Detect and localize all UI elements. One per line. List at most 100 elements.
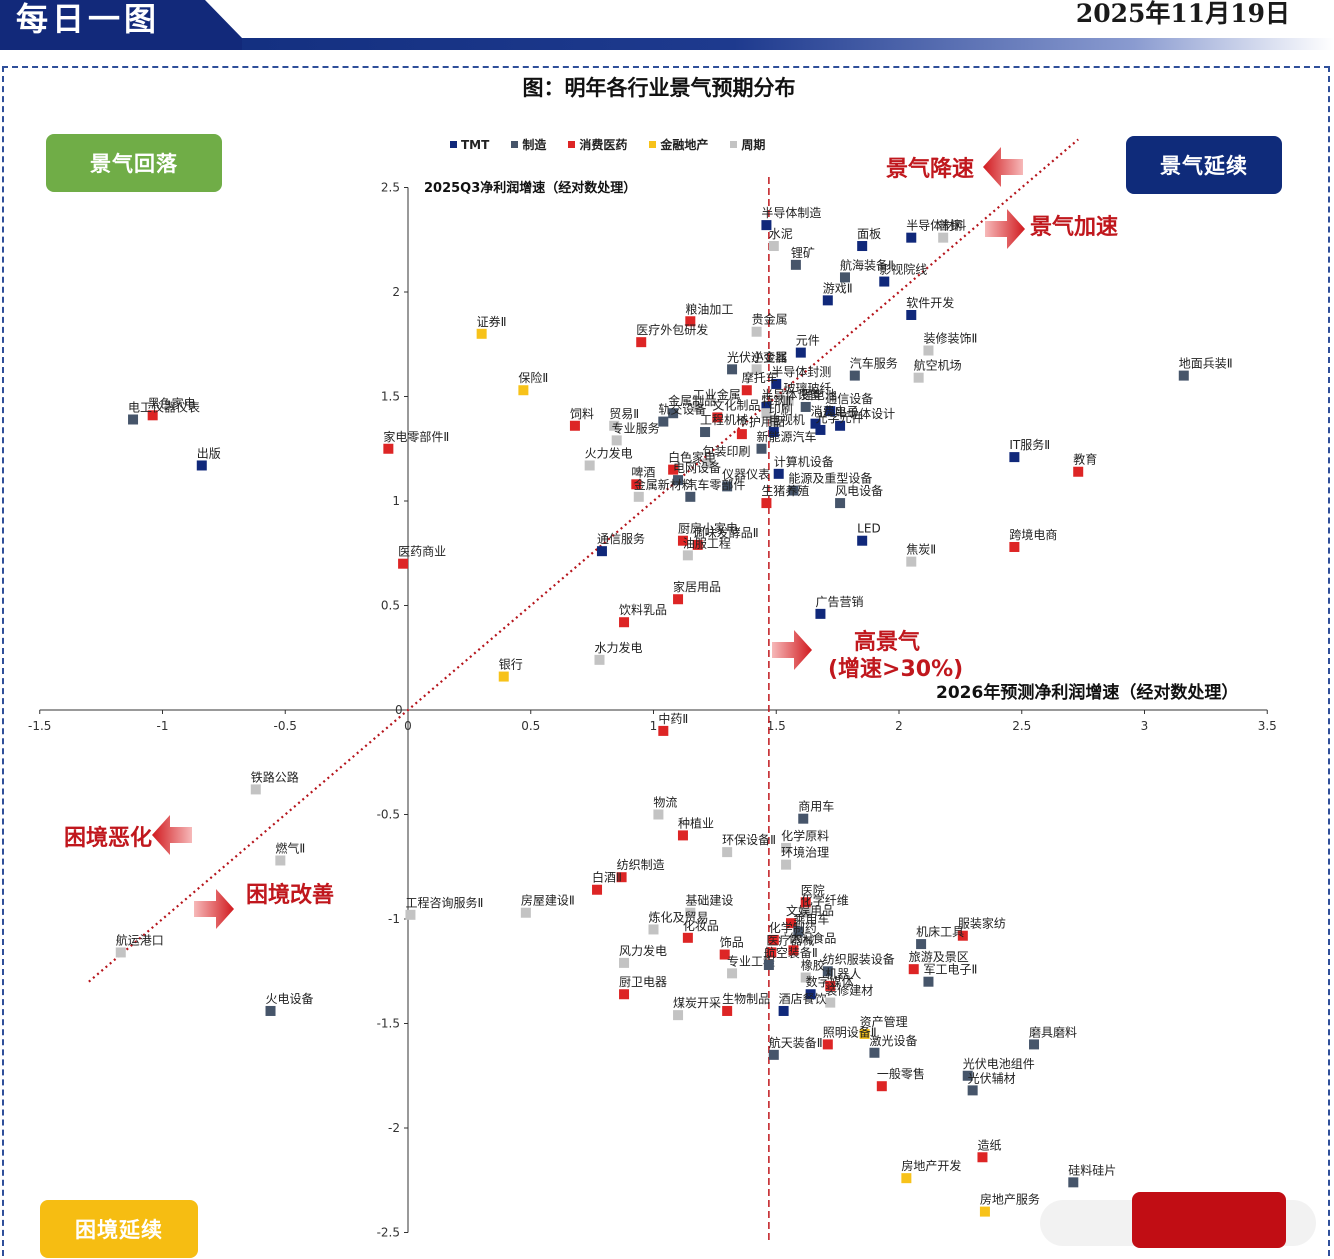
y-tick-label: -1.5 (377, 1017, 400, 1031)
point-label: 医药商业 (398, 544, 446, 559)
scatter-point (616, 872, 627, 883)
scatter-point (405, 909, 416, 920)
point-label: 磨具磨料 (1029, 1025, 1077, 1039)
scatter-point (685, 491, 696, 502)
point-label: 医院 (801, 883, 825, 897)
point-label: 煤炭开采 (673, 996, 721, 1010)
point-label: 水力发电 (594, 640, 642, 655)
point-label: 半导体材料 (906, 219, 966, 233)
point-label: 房地产开发 (901, 1158, 961, 1173)
point-label: 化学制药 (769, 920, 817, 935)
scatter-point (633, 491, 644, 502)
point-label: 化学原料 (781, 828, 829, 843)
scatter-point (778, 1005, 789, 1016)
point-label: 航运港口 (116, 932, 164, 947)
logo-stamp (1132, 1192, 1286, 1248)
point-label: 软件开发 (906, 295, 954, 310)
legend-label: 制造 (522, 138, 547, 152)
scatter-point (673, 1010, 684, 1021)
point-label: 物流 (653, 796, 677, 810)
origin-label: 0 (395, 703, 403, 717)
scatter-point (869, 1047, 880, 1058)
point-label: 风力发电 (619, 943, 667, 958)
scatter-point (722, 1005, 733, 1016)
point-label: 跨境电商 (1009, 527, 1057, 542)
point-label: 航天装备Ⅱ (769, 1035, 823, 1050)
scatter-point (810, 418, 821, 429)
point-label: 证券Ⅱ (477, 314, 507, 329)
point-label: 装修建材 (825, 983, 873, 998)
scatter-point (653, 809, 664, 820)
annotation-high-line1: 高景气 (854, 630, 921, 655)
y-tick-label: -0.5 (377, 808, 400, 822)
quadrant-badge-top-right: 景气延续 (1126, 136, 1282, 194)
point-label: 锂电池 (801, 387, 837, 402)
point-label: 医疗器械 (766, 932, 814, 947)
scatter-point (761, 498, 772, 509)
point-label: 汽车服务 (850, 356, 898, 371)
x-tick-label: 2 (895, 719, 903, 733)
scatter-point (785, 918, 796, 929)
point-label: 新能源汽车 (757, 429, 817, 444)
scatter-point (962, 1070, 973, 1081)
point-label: 元件 (796, 334, 820, 348)
scatter-point (727, 968, 738, 979)
annotation-improve: 困境改善 (246, 883, 335, 908)
arrow-slowdown-icon (983, 147, 1023, 187)
scatter-point (596, 546, 607, 557)
point-label: 面板 (857, 227, 881, 241)
point-label: 汽车零部件 (685, 477, 745, 492)
y-tick-label: 2.5 (381, 181, 400, 195)
point-label: 环保设备Ⅱ (722, 833, 776, 847)
scatter-point (979, 1206, 990, 1217)
scatter-point (768, 416, 779, 427)
point-label: 消费电子 (811, 405, 859, 419)
y-tick-label: 0.5 (381, 599, 400, 613)
scatter-point (736, 429, 747, 440)
point-label: 纺织制造 (617, 858, 665, 872)
x-tick-label: 0.5 (521, 719, 540, 733)
scatter-point (700, 427, 711, 438)
scatter-point (658, 416, 669, 427)
point-label: 燃气Ⅱ (275, 840, 305, 855)
y-tick-label: 2 (392, 285, 400, 299)
arrow-accelerate-icon (985, 209, 1025, 249)
scatter-point (722, 847, 733, 858)
point-label: 中药Ⅱ (658, 711, 688, 726)
legend-item-cyclical: 周期 (730, 136, 765, 153)
scatter-point (923, 976, 934, 987)
scatter-point (594, 654, 605, 665)
scatter-point (815, 608, 826, 619)
quadrant-badge-bottom-left: 困境延续 (40, 1200, 198, 1258)
x-tick-label: 3 (1141, 719, 1149, 733)
scatter-point (115, 947, 126, 958)
point-label: 焦炭Ⅱ (906, 543, 936, 557)
point-label: 专业工程 (727, 953, 775, 968)
scatter-point (768, 1049, 779, 1060)
scatter-point (636, 337, 647, 348)
point-label: 风电设备 (835, 484, 883, 498)
point-label: 旅游及景区 (909, 950, 969, 964)
annotation-worsen: 困境恶化 (64, 826, 153, 851)
scatter-point (520, 907, 531, 918)
scatter-point (835, 498, 846, 509)
legend-swatch-icon (649, 141, 657, 148)
point-label: 服装家纺 (958, 916, 1006, 931)
scatter-point (822, 966, 833, 977)
scatter-point (196, 460, 207, 471)
scatter-point (977, 1152, 988, 1163)
point-label: 影视院线 (879, 262, 927, 277)
point-label: 金属制品 (668, 393, 716, 408)
arrow-shape (985, 209, 1025, 249)
point-label: 工程咨询服务Ⅱ (405, 895, 483, 910)
chart-title: 图：明年各行业景气预期分布 (522, 76, 796, 100)
scatter-point (800, 972, 811, 983)
point-label: 乘用车 (793, 912, 829, 927)
point-label: 黑色家电 (148, 395, 196, 410)
scatter-point (761, 408, 772, 419)
chart-legend: TMT 制造 消费医药 金融地产 周期 (450, 136, 765, 153)
point-label: 机床工具 (916, 925, 964, 939)
diagonal-line (88, 138, 1079, 983)
point-label: 半导体封测 (771, 365, 831, 379)
scatter-point (849, 370, 860, 381)
